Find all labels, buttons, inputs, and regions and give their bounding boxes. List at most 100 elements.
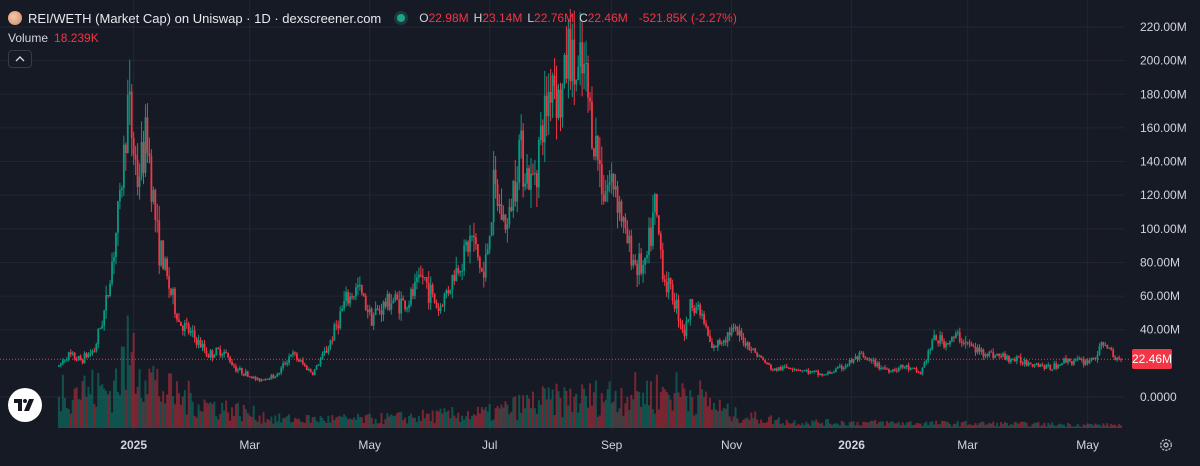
candle-body (589, 97, 591, 102)
volume-bar (718, 399, 721, 428)
volume-bar (978, 423, 981, 428)
volume-bar (1072, 426, 1075, 428)
candle-body (71, 352, 74, 355)
volume-bar (146, 394, 149, 428)
volume-bar (541, 386, 544, 428)
candle-body (553, 75, 556, 86)
volume-bar (848, 422, 851, 428)
candle-body (654, 194, 656, 213)
volume-bar (258, 415, 261, 428)
candle-body (431, 284, 434, 294)
candle-body (801, 370, 804, 372)
candle-body (451, 274, 454, 290)
candle-body (677, 299, 680, 321)
volume-bar (533, 408, 536, 428)
candle-body (532, 173, 534, 175)
volume-bar (150, 372, 153, 428)
candle-body (762, 357, 764, 361)
candle-body (870, 359, 873, 361)
candle-body (636, 263, 639, 276)
candle-body (783, 366, 786, 368)
candle-body (410, 289, 412, 305)
candle-body (392, 300, 395, 304)
volume-bar (260, 423, 263, 428)
candle-body (486, 249, 489, 255)
volume-bar (569, 388, 572, 428)
candle-body (606, 184, 609, 192)
candle-body (795, 369, 798, 371)
candle-body (366, 309, 369, 313)
candle-body (1072, 360, 1075, 365)
volume-bar (221, 402, 224, 428)
settings-button[interactable] (1158, 437, 1174, 453)
candle-body (351, 296, 353, 298)
volume-bar (872, 421, 875, 428)
volume-bar (777, 417, 780, 428)
volume-bar (352, 417, 355, 428)
candle-body (726, 332, 729, 343)
candle-body (140, 142, 143, 177)
collapse-legend-button[interactable] (8, 50, 32, 68)
volume-bar (502, 407, 505, 428)
candle-body (286, 362, 288, 365)
candle-body (1106, 344, 1109, 349)
volume-label: Volume (8, 31, 49, 45)
candle-body (772, 369, 774, 371)
volume-bar (215, 416, 218, 428)
volume-bar (89, 394, 92, 428)
chart-title: REI/WETH (Market Cap) on Uniswap · 1D · … (28, 10, 382, 26)
candle-body (280, 367, 283, 373)
candle-body (250, 376, 253, 379)
volume-bar (256, 421, 259, 428)
volume-bar (514, 396, 517, 428)
volume-bars (57, 315, 1123, 428)
candle-body (370, 308, 373, 326)
volume-bar (860, 425, 863, 428)
candle-body (888, 369, 890, 373)
volume-bar (272, 423, 275, 428)
candle-body (412, 289, 414, 296)
volume-bar (850, 421, 853, 428)
candle-body (109, 283, 111, 296)
volume-bar (423, 418, 426, 428)
ohlc-key: H (473, 11, 483, 25)
candle-body (764, 360, 766, 363)
candle-body (294, 352, 296, 354)
candle-body (573, 39, 576, 85)
volume-bar (866, 422, 869, 428)
volume-bar (75, 387, 78, 428)
candle-body (262, 379, 265, 381)
volume-bar (797, 423, 800, 428)
y-tick-label: 120.00M (1140, 188, 1187, 202)
volume-bar (557, 391, 560, 428)
candle-body (176, 314, 178, 320)
tradingview-logo[interactable] (8, 388, 42, 422)
x-tick-label: May (1076, 438, 1099, 452)
y-tick-label: 100.00M (1140, 222, 1187, 236)
volume-bar (1064, 426, 1067, 428)
candle-body (1053, 363, 1056, 370)
volume-bar (429, 420, 432, 428)
volume-bar (610, 403, 613, 428)
volume-bar (238, 416, 241, 428)
volume-bar (962, 421, 965, 428)
volume-bar (1021, 421, 1024, 428)
volume-bar (846, 425, 849, 428)
candle-body (325, 351, 328, 353)
volume-bar (803, 425, 806, 428)
volume-bar (1023, 421, 1026, 428)
candle-body (439, 305, 442, 311)
candle-body (237, 369, 239, 372)
candle-body (124, 144, 127, 154)
candle-body (978, 347, 981, 352)
volume-bar (769, 415, 772, 428)
x-tick-label: 2026 (838, 438, 865, 452)
candle-body (341, 308, 344, 312)
volume-bar (986, 424, 989, 428)
volume-bar (242, 404, 245, 428)
y-tick-label: 180.00M (1140, 87, 1187, 101)
y-tick-label: 160.00M (1140, 121, 1187, 135)
volume-bar (750, 412, 753, 428)
